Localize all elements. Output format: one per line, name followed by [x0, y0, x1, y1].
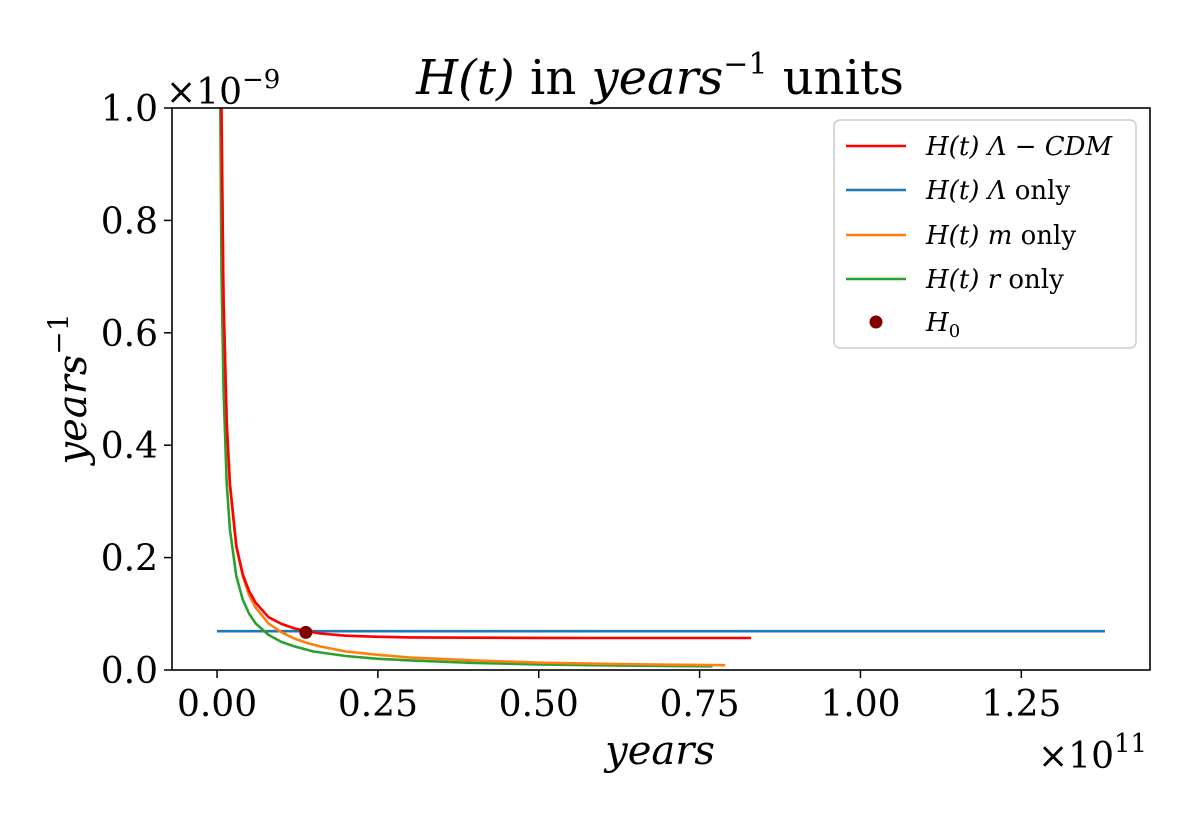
series-line-2 [220, 136, 726, 667]
y-tick-label: 0.8 [101, 201, 158, 242]
y-tick-label: 1.0 [101, 89, 158, 130]
x-tick-label: 1.00 [820, 684, 900, 725]
x-tick-label: 1.25 [981, 684, 1061, 725]
x-axis-label: years [603, 728, 715, 774]
legend-label: H0 [925, 308, 960, 342]
legend-label: H(t) m only [925, 221, 1076, 251]
legend-label: H(t) r only [925, 265, 1064, 295]
x-tick-label: 0.75 [660, 684, 740, 725]
y-tick-label: 0.4 [101, 426, 158, 467]
x-tick-label: 0.25 [338, 684, 418, 725]
legend-label: H(t) Λ − CDM [925, 132, 1114, 162]
legend-label: H(t) Λ only [925, 176, 1070, 206]
legend-items: H(t) Λ − CDM H(t) Λ only H(t) m only H(t) r… [846, 132, 1114, 342]
chart-title: H(t) in years−1 units [415, 47, 904, 106]
x-tick-label: 0.50 [499, 684, 579, 725]
y-tick-label: 0.0 [101, 651, 158, 692]
y-axis-label: years−1 [42, 313, 96, 466]
x-tick-label: 0.00 [177, 684, 257, 725]
y-tick-label: 0.2 [101, 539, 158, 580]
point-H0 [299, 625, 313, 639]
y-tick-label: 0.6 [101, 314, 158, 355]
x-axis-multiplier: ×1011 [1038, 729, 1147, 777]
y-axis-multiplier: ×10−9 [166, 65, 280, 113]
plot-lines [217, 108, 1105, 668]
series-line-0 [220, 108, 752, 640]
legend: H(t) Λ − CDM H(t) Λ only H(t) m only H(t) r… [833, 119, 1137, 349]
axis-ticks: 0.00 0.25 0.50 0.75 1.00 1.25 0.0 0.2 0.4 0.6 0.8 1… [101, 89, 1062, 725]
plot-frame [171, 107, 1151, 671]
series-line-3 [219, 108, 713, 668]
legend-box [833, 119, 1137, 349]
legend-marker [869, 315, 883, 329]
plot-points [299, 625, 313, 639]
